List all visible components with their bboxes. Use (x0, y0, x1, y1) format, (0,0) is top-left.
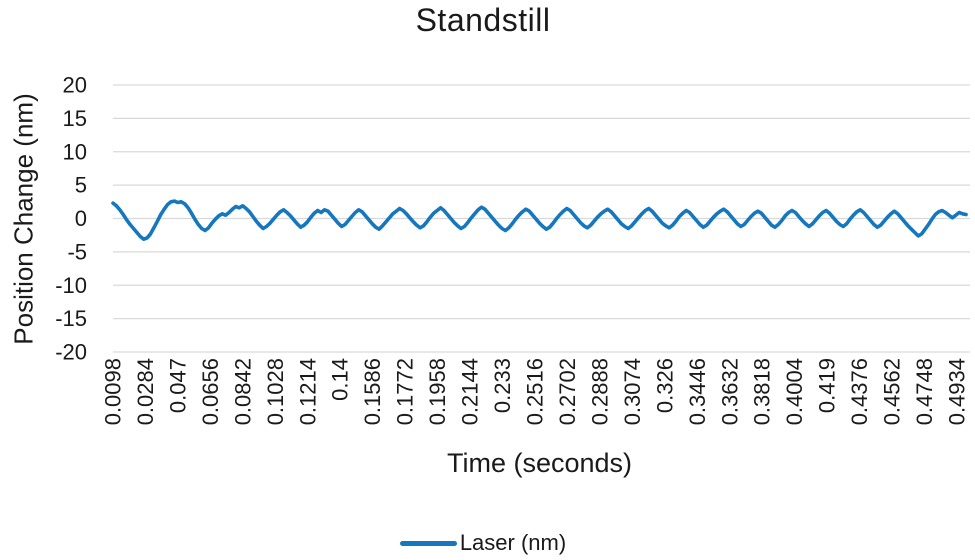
svg-text:0.0284: 0.0284 (133, 358, 158, 425)
svg-text:0.3074: 0.3074 (620, 358, 645, 425)
svg-text:0.2888: 0.2888 (587, 358, 612, 425)
svg-text:0.0656: 0.0656 (198, 358, 223, 425)
svg-text:0.2144: 0.2144 (458, 358, 483, 425)
svg-text:0.1958: 0.1958 (425, 358, 450, 425)
svg-text:0.1772: 0.1772 (393, 358, 418, 425)
svg-text:0.3446: 0.3446 (685, 358, 710, 425)
legend-label: Laser (nm) (459, 530, 567, 555)
svg-text:0.1028: 0.1028 (263, 358, 288, 425)
legend: Laser (nm) (0, 530, 966, 556)
svg-text:0.1586: 0.1586 (360, 358, 385, 425)
svg-text:0.4004: 0.4004 (782, 358, 807, 425)
svg-text:0.1214: 0.1214 (295, 358, 320, 425)
svg-text:0.4934: 0.4934 (945, 358, 970, 425)
laser-series-line (111, 199, 968, 241)
svg-text:0.2516: 0.2516 (523, 358, 548, 425)
svg-text:0.3818: 0.3818 (750, 358, 775, 425)
svg-text:10: 10 (63, 139, 87, 164)
svg-text:0.3632: 0.3632 (717, 358, 742, 425)
svg-text:0.0098: 0.0098 (101, 358, 126, 425)
svg-text:-20: -20 (55, 340, 87, 365)
svg-text:-15: -15 (55, 306, 87, 331)
svg-text:0.326: 0.326 (652, 358, 677, 413)
svg-text:0.4376: 0.4376 (847, 358, 872, 425)
x-axis-tick-labels: 0.0098 0.0284 0.047 0.0656 0.0842 0.1028 0.121… (101, 358, 970, 425)
svg-text:5: 5 (75, 173, 87, 198)
svg-text:0.4748: 0.4748 (912, 358, 937, 425)
gridlines (113, 84, 970, 353)
svg-text:0.0842: 0.0842 (230, 358, 255, 425)
svg-text:0.2702: 0.2702 (555, 358, 580, 425)
x-axis-title: Time (seconds) (446, 448, 633, 478)
svg-text:0.233: 0.233 (490, 358, 515, 413)
svg-text:20: 20 (63, 73, 87, 98)
svg-text:15: 15 (63, 106, 87, 131)
svg-text:0.4562: 0.4562 (880, 358, 905, 425)
svg-text:0: 0 (75, 206, 87, 231)
chart-title: Standstill (415, 2, 551, 38)
svg-text:-10: -10 (55, 273, 87, 298)
svg-text:-5: -5 (67, 239, 87, 264)
svg-text:0.14: 0.14 (328, 358, 353, 401)
legend-line-swatch-icon (399, 540, 457, 546)
svg-text:0.419: 0.419 (815, 358, 840, 413)
y-axis-tick-labels: 20 15 10 5 0 -5 -10 -15 -20 (55, 73, 87, 365)
svg-text:0.047: 0.047 (165, 358, 190, 413)
